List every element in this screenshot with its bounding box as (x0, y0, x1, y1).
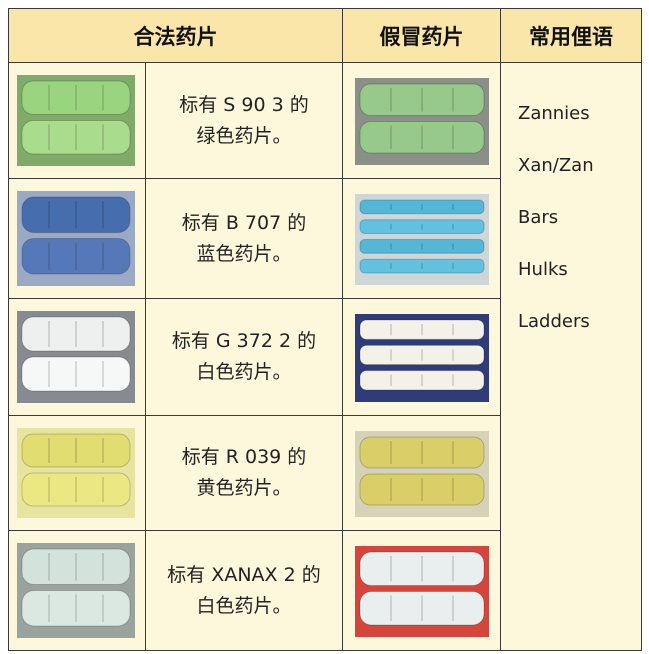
fake-pill-photo (355, 314, 489, 402)
legit-pill-photo (17, 311, 135, 403)
fake-pill-photo (355, 78, 489, 165)
slang-term: Bars (518, 207, 559, 228)
description-cell: 标有 G 372 2 的白色药片。 (145, 298, 343, 416)
slang-cell: Zannies Xan/Zan Bars Hulks Ladders (500, 62, 642, 651)
slang-term: Hulks (518, 259, 568, 280)
description-line: 蓝色药片。 (196, 242, 292, 265)
description-cell: 标有 XANAX 2 的白色药片。 (145, 530, 343, 651)
legit-pill-photo (17, 191, 135, 286)
fake-pill-photo (355, 431, 489, 517)
legit-pill-photo (17, 543, 135, 638)
description-line: 标有 S 90 3 的 (179, 93, 309, 116)
description-line: 标有 B 707 的 (181, 211, 307, 234)
fake-pill-photo (355, 546, 489, 637)
header-fake: 假冒药片 (342, 8, 501, 63)
description-line: 标有 R 039 的 (181, 446, 307, 468)
description-cell: 标有 R 039 的黄色药片。 (145, 415, 343, 531)
legit-pill-photo (17, 428, 135, 518)
description-line: 标有 XANAX 2 的 (167, 563, 321, 586)
slang-term: Ladders (518, 311, 590, 332)
description-line: 标有 G 372 2 的 (171, 330, 317, 352)
description-line: 绿色药片。 (196, 124, 292, 147)
legit-pill-photo (17, 75, 135, 166)
description-cell: 标有 S 90 3 的绿色药片。 (145, 62, 343, 179)
slang-term: Xan/Zan (518, 155, 594, 176)
header-legit: 合法药片 (8, 8, 343, 63)
description-line: 白色药片。 (196, 361, 292, 383)
description-line: 白色药片。 (196, 594, 292, 617)
slang-term: Zannies (518, 103, 590, 124)
fake-pill-photo (355, 194, 489, 285)
description-cell: 标有 B 707 的蓝色药片。 (145, 178, 343, 299)
header-slang: 常用俚语 (500, 8, 642, 63)
description-line: 黄色药片。 (196, 477, 292, 499)
